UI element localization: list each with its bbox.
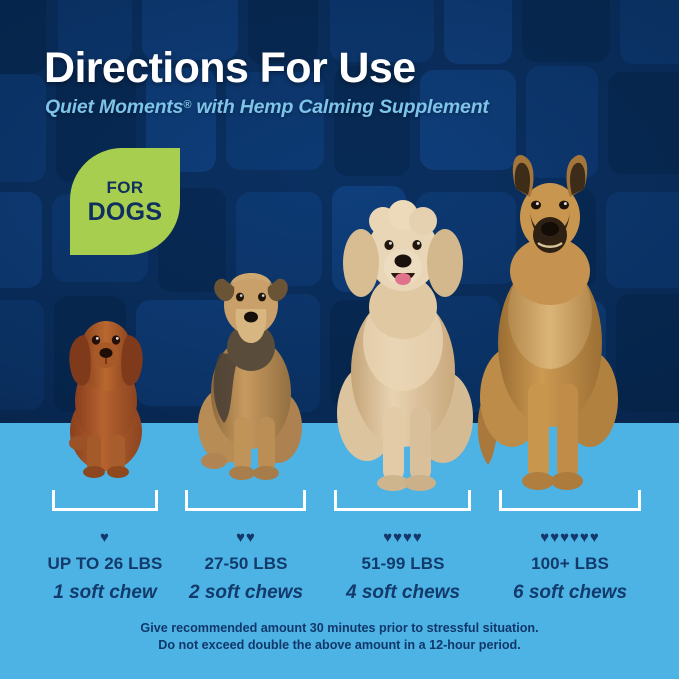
footer-instructions: Give recommended amount 30 minutes prior… <box>0 620 679 653</box>
bracket-column-3 <box>334 490 471 511</box>
bracket-column-1 <box>52 490 158 511</box>
weight-range-column-1: UP TO 26 LBS <box>47 554 163 573</box>
bracket-column-2 <box>185 490 306 511</box>
subtitle-descriptor: with Hemp Calming Supplement <box>191 96 489 118</box>
weight-range-column-4: 100+ LBS <box>531 554 609 573</box>
badge-line-for: FOR <box>106 177 144 197</box>
footer-line-2: Do not exceed double the above amount in… <box>158 637 521 652</box>
dosage-column-1: ♥ UP TO 26 LBS 1 soft chew <box>25 530 185 604</box>
chew-amount-column-2: 2 soft chews <box>188 582 304 603</box>
dog-photo-airedale-terrier <box>190 247 312 483</box>
footer-line-1: Give recommended amount 30 minutes prior… <box>140 621 539 635</box>
dog-photo-goldendoodle <box>331 191 475 491</box>
chew-amount-column-4: 6 soft chews <box>512 582 628 603</box>
weight-range-column-3: 51-99 LBS <box>361 554 445 573</box>
chew-amount-column-1: 1 soft chew <box>53 582 157 603</box>
badge-line-dogs: DOGS <box>87 197 163 226</box>
dosage-column-2: ♥♥ 27-50 LBS 2 soft chews <box>166 530 326 604</box>
dosage-column-3: ♥♥♥♥ 51-99 LBS 4 soft chews <box>323 530 483 604</box>
registered-trademark-icon: ® <box>183 99 192 111</box>
page-subtitle: Quiet Moments® with Hemp Calming Supplem… <box>45 96 489 119</box>
dog-photo-dachshund <box>50 309 162 479</box>
weight-range-column-2: 27-50 LBS <box>204 554 288 573</box>
subtitle-product-name: Quiet Moments <box>45 96 184 118</box>
heart-icons-column-3: ♥♥♥♥ <box>383 529 423 546</box>
page-title: Directions For Use <box>44 44 416 92</box>
heart-icons-column-4: ♥♥♥♥♥♥ <box>540 529 600 546</box>
dog-photo-german-shepherd <box>472 145 628 493</box>
for-dogs-badge: FOR DOGS <box>70 148 180 255</box>
heart-icons-column-2: ♥♥ <box>236 529 256 546</box>
dosage-column-4: ♥♥♥♥♥♥ 100+ LBS 6 soft chews <box>490 530 650 604</box>
chew-amount-column-3: 4 soft chews <box>345 582 461 603</box>
bracket-column-4 <box>499 490 641 511</box>
heart-icons-column-1: ♥ <box>100 529 110 546</box>
